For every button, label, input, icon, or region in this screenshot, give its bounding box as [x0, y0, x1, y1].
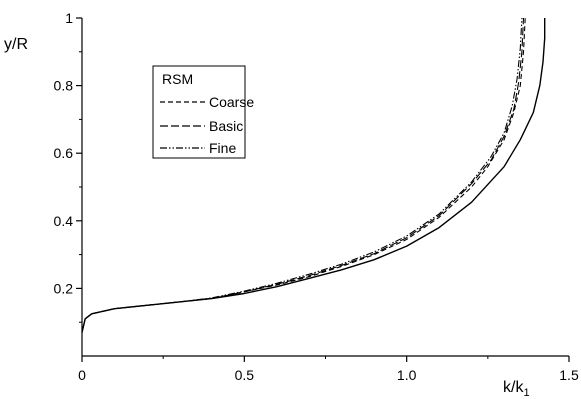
- legend-label-basic: Basic: [209, 118, 243, 134]
- series-layer: [81, 17, 546, 333]
- x-tick-label: 1.0: [397, 367, 417, 383]
- x-axis-title-main: k/k: [503, 379, 524, 396]
- y-tick-label: 1: [65, 10, 73, 26]
- y-axis-title: y/R: [4, 36, 28, 53]
- series-line-fine: [81, 17, 523, 333]
- x-tick-label: 1.5: [559, 367, 579, 383]
- x-tick-label: 0: [78, 367, 86, 383]
- y-tick-label: 0.4: [54, 213, 74, 229]
- axis-ticks: [76, 17, 570, 362]
- x-axis-title: k/k1: [503, 379, 530, 399]
- legend-label-fine: Fine: [209, 140, 236, 156]
- legend-box: [152, 65, 246, 159]
- legend-label-coarse: Coarse: [209, 94, 254, 110]
- x-axis-title-subscript: 1: [523, 387, 529, 399]
- series-line-coarse: [81, 17, 526, 333]
- x-tick-label: 0.5: [235, 367, 255, 383]
- series-line-basic: [81, 17, 525, 333]
- y-tick-label: 0.6: [54, 145, 74, 161]
- series-line-solid: [81, 18, 546, 333]
- y-tick-label: 0.8: [54, 78, 74, 94]
- axis-tick-labels: 0 0.5 1.0 1.5 0.2 0.4 0.6 0.8 1: [54, 10, 579, 383]
- y-tick-label: 0.2: [54, 280, 74, 296]
- legend: RSM Coarse Basic Fine: [152, 65, 254, 159]
- legend-title: RSM: [162, 71, 193, 87]
